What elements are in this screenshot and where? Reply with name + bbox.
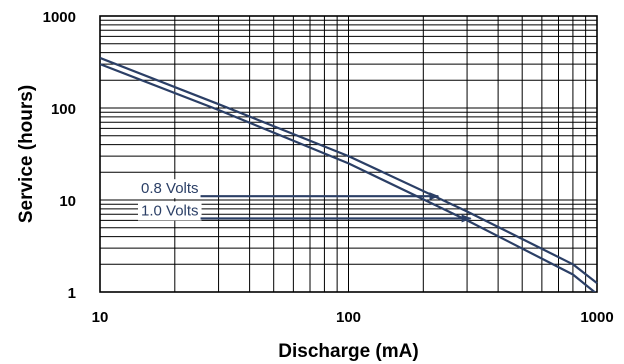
y-axis-title: Service (hours)	[16, 85, 37, 223]
x-tick-label: 10	[92, 309, 109, 326]
data-series	[100, 56, 598, 292]
annotation-label: 1.0 Volts	[141, 202, 199, 219]
annotation-label: 0.8 Volts	[141, 180, 199, 197]
y-tick-label: 100	[51, 101, 76, 118]
y-tick-label: 10	[59, 193, 76, 210]
y-tick-label: 1000	[43, 9, 76, 26]
y-tick-label: 1	[68, 285, 76, 302]
x-tick-label: 100	[336, 309, 361, 326]
annotation-label-background	[138, 179, 202, 199]
series-line-1	[100, 56, 598, 284]
x-axis-title: Discharge (mA)	[278, 341, 418, 362]
series-line-2	[100, 63, 597, 292]
annotation-label-background	[138, 201, 202, 221]
x-tick-label: 1000	[580, 309, 613, 326]
annotations: 0.8 Volts 1.0 Volts	[138, 179, 472, 223]
plot-frame	[99, 15, 598, 293]
tick-labels: 10 100 1000 1 10 100 1000	[43, 9, 614, 326]
plot-grid	[99, 15, 598, 293]
